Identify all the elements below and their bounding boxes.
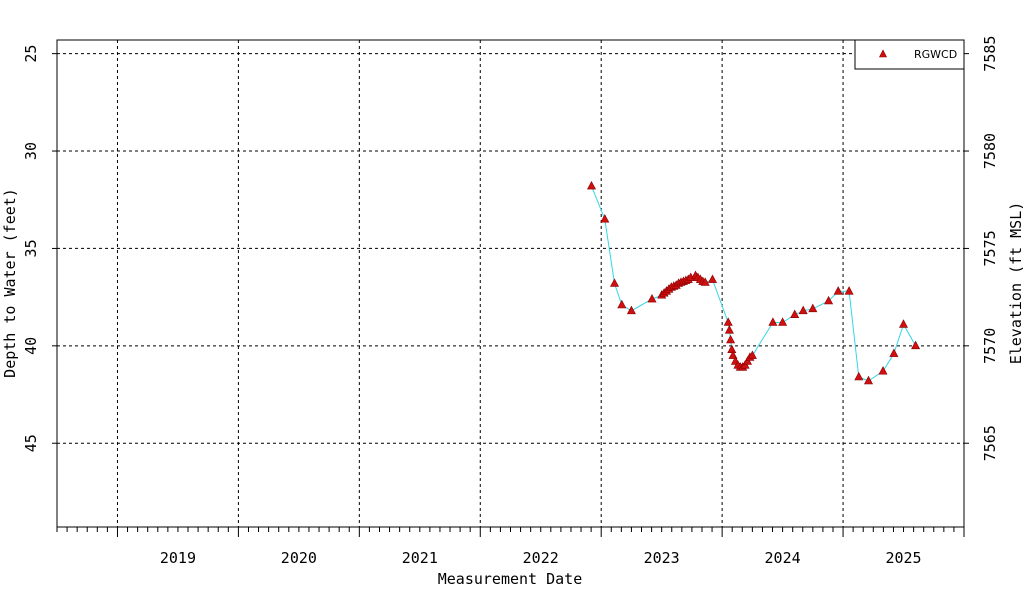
x-tick-label: 2022 [523, 549, 559, 567]
x-tick-label: 2024 [765, 549, 801, 567]
data-point [723, 317, 733, 326]
data-point [700, 277, 710, 286]
data-point [600, 214, 610, 223]
data-point [727, 344, 737, 353]
data-point [798, 305, 808, 315]
series-rgwcd [587, 180, 921, 385]
legend-box [854, 39, 965, 70]
y-tick-label: 45 [22, 434, 40, 452]
y-tick-label: 40 [22, 337, 40, 355]
x-axis-title: Measurement Date [438, 570, 583, 588]
data-point [790, 309, 800, 318]
grid-lines [57, 40, 964, 527]
data-point [878, 366, 888, 375]
legend-label: RGWCD [914, 48, 957, 61]
data-point [844, 286, 854, 295]
y-tick-label: 30 [22, 142, 40, 160]
plot-area [56, 39, 965, 528]
x-tick-label: 2023 [644, 549, 680, 567]
legend-marker-icon [879, 49, 887, 58]
data-point [778, 317, 788, 326]
data-point [889, 348, 899, 357]
data-point [854, 371, 864, 381]
y2-tick-label: 7580 [981, 133, 999, 169]
data-point [833, 286, 843, 295]
y-tick-label: 35 [22, 239, 40, 257]
axis-ticks: 2019 2020 2021 2022 2023 2024 2025 25 30 35 40 45 75… [22, 36, 999, 567]
y2-tick-label: 7575 [981, 230, 999, 266]
y-tick-label: 25 [22, 45, 40, 63]
data-point [747, 350, 757, 359]
legend: RGWCD [854, 39, 965, 70]
data-point [768, 317, 778, 326]
x-tick-label: 2025 [885, 549, 921, 567]
data-point [708, 274, 717, 283]
data-point [899, 319, 908, 328]
data-point [724, 325, 734, 334]
x-tick-label: 2021 [402, 549, 438, 567]
data-point [808, 303, 818, 313]
y2-axis-title: Elevation (ft MSL) [1007, 202, 1024, 365]
data-point [824, 295, 834, 305]
x-tick-label: 2019 [160, 549, 196, 567]
data-point [911, 340, 921, 350]
data-point [728, 350, 738, 359]
y-axis-title: Depth to Water (feet) [1, 188, 19, 378]
data-point [626, 305, 636, 315]
data-point [587, 180, 596, 190]
data-point [610, 278, 619, 287]
y2-tick-label: 7570 [981, 328, 999, 364]
data-point [647, 293, 657, 303]
data-point [864, 375, 873, 385]
x-tick-label: 2020 [281, 549, 317, 567]
data-point [726, 334, 736, 344]
data-point [617, 299, 627, 309]
y2-tick-label: 7565 [981, 425, 999, 461]
y2-tick-label: 7585 [981, 36, 999, 72]
